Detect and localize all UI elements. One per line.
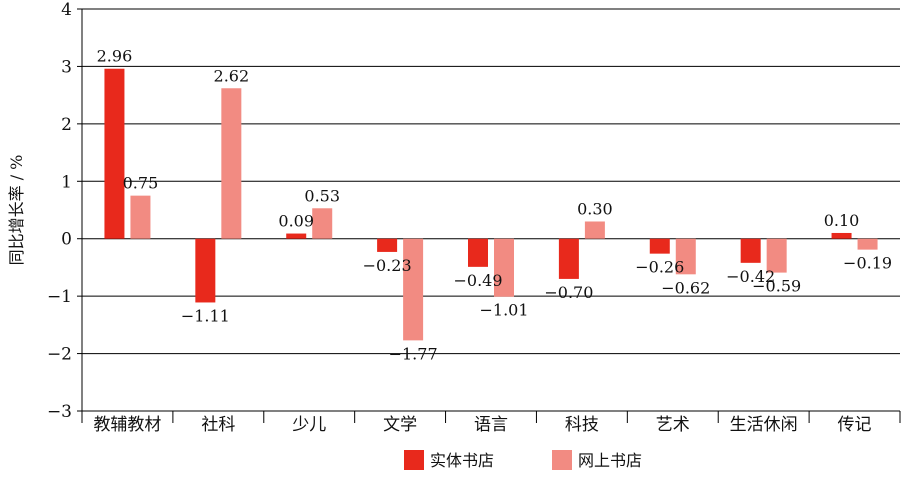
bar (494, 238, 514, 297)
data-label: −0.42 (726, 267, 775, 286)
bar (558, 238, 579, 279)
legend: 实体书店 网上书店 (404, 450, 642, 470)
data-label: −0.49 (453, 271, 502, 290)
bar (468, 238, 488, 267)
data-label: 2.62 (214, 66, 250, 85)
y-tick-label: 3 (61, 57, 72, 77)
data-label: 0.30 (577, 199, 613, 218)
x-axis-ticks: 教辅教材 社科 少儿 文学 语言 科技 艺术 生活休闲 传记 (81, 411, 901, 435)
legend-label: 网上书店 (578, 451, 642, 470)
x-tick-label: 文学 (383, 415, 417, 435)
data-label: 2.96 (97, 47, 133, 66)
data-labels: 2.96 −1.11 0.09 −0.23 −0.49 −0.70 −0.26 −0.42 0.… (97, 47, 892, 364)
y-tick-label: 1 (61, 172, 72, 192)
data-label: −0.62 (661, 278, 710, 297)
x-tick-label: 社科 (201, 415, 235, 435)
bar (740, 238, 761, 263)
bars (104, 68, 878, 341)
legend-swatch (404, 450, 424, 470)
data-label: −0.59 (752, 277, 801, 296)
x-tick-label: 传记 (838, 415, 872, 435)
x-tick-label: 少儿 (292, 415, 326, 435)
data-label: −0.19 (843, 254, 892, 273)
bar (104, 68, 125, 239)
gridlines (77, 8, 900, 412)
bar (286, 233, 307, 239)
bar (312, 208, 333, 239)
y-axis-ticks: 4 3 2 1 0 −1 −2 −3 (47, 0, 72, 422)
bar (584, 221, 605, 239)
bar (831, 232, 852, 239)
x-tick-label: 生活休闲 (730, 415, 798, 435)
data-label: −0.26 (635, 258, 684, 277)
bar (766, 238, 787, 273)
bar (675, 238, 696, 275)
legend-swatch (552, 450, 572, 470)
data-label: 0.09 (278, 212, 314, 231)
y-tick-label: −2 (47, 345, 72, 365)
data-label: −1.01 (479, 301, 528, 320)
data-label: 0.10 (824, 211, 860, 230)
y-tick-label: 0 (61, 230, 72, 250)
y-tick-label: −1 (47, 287, 72, 307)
y-tick-label: −3 (47, 402, 72, 422)
y-tick-label: 2 (61, 115, 72, 135)
x-tick-label: 艺术 (656, 415, 690, 435)
data-label: −1.11 (181, 306, 230, 325)
data-label: −1.77 (389, 344, 438, 363)
y-axis-label: 同比增长率 / % (7, 155, 26, 266)
bar (195, 238, 216, 303)
data-label: 0.53 (304, 186, 340, 205)
data-label: 0.75 (123, 174, 159, 193)
bar (857, 238, 878, 250)
x-tick-label: 语言 (474, 415, 508, 435)
x-tick-label: 科技 (565, 415, 599, 435)
y-tick-label: 4 (61, 0, 72, 20)
bar (130, 195, 151, 239)
data-label: −0.70 (544, 283, 593, 302)
bar (377, 238, 398, 252)
bar (649, 238, 670, 254)
bar (221, 88, 242, 239)
bar (403, 238, 424, 341)
legend-label: 实体书店 (430, 451, 494, 470)
x-tick-label: 教辅教材 (93, 415, 161, 435)
data-label: −0.23 (363, 256, 412, 275)
